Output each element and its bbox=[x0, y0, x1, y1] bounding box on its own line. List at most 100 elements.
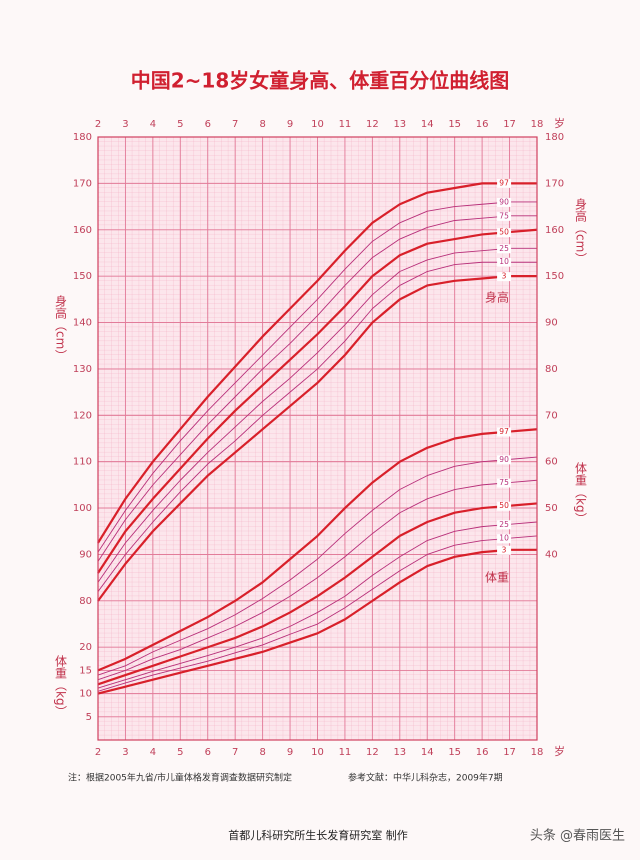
y-tick-label: 100 bbox=[73, 503, 92, 514]
x-unit: 岁 bbox=[554, 744, 565, 758]
y2-tick-label: 70 bbox=[545, 410, 558, 421]
legend-box bbox=[497, 427, 512, 437]
legend-label: 10 bbox=[499, 534, 509, 543]
y-tick-label: 160 bbox=[545, 225, 564, 236]
y-axis-label: 身高（cm） bbox=[54, 294, 68, 362]
legend-box bbox=[497, 501, 512, 511]
x-tick-label: 12 bbox=[366, 747, 379, 758]
percentile-curve bbox=[97, 479, 538, 681]
y2-tick-label: 5 bbox=[86, 712, 92, 723]
percentile-curve bbox=[97, 502, 538, 686]
legend-label: 97 bbox=[499, 178, 509, 187]
legend-label: 97 bbox=[499, 427, 509, 436]
x-tick-label: 8 bbox=[259, 119, 265, 130]
y2-tick-label: 60 bbox=[545, 457, 558, 468]
x-tick-label: 4 bbox=[150, 747, 156, 758]
y-tick-label: 90 bbox=[79, 549, 92, 560]
percentile-curve bbox=[97, 275, 537, 602]
x-tick-label: 6 bbox=[205, 119, 211, 130]
percentile-curve bbox=[97, 182, 537, 544]
legend-label: 25 bbox=[499, 520, 509, 529]
percentile-curve bbox=[97, 215, 537, 562]
percentile-curve bbox=[97, 548, 537, 695]
y-tick-label: 140 bbox=[73, 318, 92, 329]
legend-label: 90 bbox=[499, 197, 509, 206]
legend-label: 90 bbox=[499, 455, 509, 464]
y-tick-label: 170 bbox=[545, 178, 564, 189]
percentile-curve bbox=[97, 521, 538, 689]
legend-label: 3 bbox=[502, 545, 507, 554]
x-tick-label: 13 bbox=[393, 747, 406, 758]
y-tick-label: 110 bbox=[73, 457, 92, 468]
x-tick-label: 8 bbox=[259, 747, 265, 758]
y-tick-label: 150 bbox=[73, 271, 92, 282]
y-tick-label: 180 bbox=[73, 132, 92, 143]
x-tick-label: 18 bbox=[531, 747, 544, 758]
y-tick-label: 130 bbox=[73, 364, 92, 375]
legend-box bbox=[497, 520, 512, 530]
legend-label: 25 bbox=[499, 244, 509, 253]
x-tick-label: 14 bbox=[421, 747, 434, 758]
y-tick-label: 80 bbox=[79, 596, 92, 607]
x-tick-label: 15 bbox=[448, 747, 461, 758]
x-tick-label: 5 bbox=[177, 119, 183, 130]
legend-box bbox=[497, 455, 512, 465]
x-tick-label: 12 bbox=[366, 119, 379, 130]
percentile-curve bbox=[97, 428, 538, 672]
y2-tick-label: 50 bbox=[545, 503, 558, 514]
y2-axis-label: 体重（kg） bbox=[574, 462, 588, 525]
x-tick-label: 3 bbox=[122, 119, 128, 130]
x-tick-label: 9 bbox=[287, 747, 293, 758]
legend-box bbox=[497, 211, 512, 221]
x-tick-label: 11 bbox=[339, 119, 352, 130]
x-tick-label: 13 bbox=[393, 119, 406, 130]
legend-box bbox=[497, 534, 512, 544]
legend-box bbox=[497, 272, 512, 282]
legend-box bbox=[497, 545, 512, 555]
legend-box bbox=[497, 178, 512, 188]
legend-label: 10 bbox=[499, 257, 509, 266]
x-tick-label: 16 bbox=[476, 119, 489, 130]
y2-tick-label: 20 bbox=[79, 642, 92, 653]
x-tick-label: 3 bbox=[122, 747, 128, 758]
y-tick-label: 160 bbox=[73, 225, 92, 236]
chart-title: 中国2~18岁女童身高、体重百分位曲线图 bbox=[131, 69, 510, 93]
y-tick-label: 120 bbox=[73, 410, 92, 421]
x-tick-label: 2 bbox=[95, 747, 101, 758]
x-tick-label: 10 bbox=[311, 747, 324, 758]
y2-tick-label: 80 bbox=[545, 364, 558, 375]
curves bbox=[97, 182, 538, 695]
x-tick-label: 5 bbox=[177, 747, 183, 758]
legend-box bbox=[497, 228, 512, 238]
legend-label: 75 bbox=[499, 211, 509, 220]
percentile-curve bbox=[97, 456, 538, 676]
y-axis-label: 身高（cm） bbox=[574, 197, 588, 265]
y2-tick-label: 90 bbox=[545, 318, 558, 329]
percentile-curve bbox=[97, 247, 537, 583]
legend-label: 50 bbox=[499, 501, 509, 510]
x-tick-label: 11 bbox=[339, 747, 352, 758]
x-tick-label: 17 bbox=[503, 747, 516, 758]
x-unit: 岁 bbox=[554, 116, 565, 130]
x-tick-label: 2 bbox=[95, 119, 101, 130]
note: 参考文献：中华儿科杂志，2009年7期 bbox=[348, 772, 503, 784]
x-tick-label: 14 bbox=[421, 119, 434, 130]
watermark: 头条 @春雨医生 bbox=[530, 828, 625, 844]
x-tick-label: 7 bbox=[232, 747, 238, 758]
y-tick-label: 170 bbox=[73, 178, 92, 189]
percentile-curve bbox=[97, 535, 538, 692]
x-tick-label: 15 bbox=[448, 119, 461, 130]
annotation: 体重 bbox=[485, 571, 509, 585]
x-tick-label: 16 bbox=[476, 747, 489, 758]
x-tick-label: 10 bbox=[311, 119, 324, 130]
legend-box bbox=[497, 478, 512, 488]
percentile-curve bbox=[97, 201, 537, 553]
y2-axis-label: 体重（kg） bbox=[54, 655, 68, 718]
percentile-curve bbox=[97, 261, 537, 592]
legend-label: 50 bbox=[499, 228, 509, 237]
y-tick-label: 180 bbox=[545, 132, 564, 143]
x-tick-label: 6 bbox=[205, 747, 211, 758]
x-tick-label: 4 bbox=[150, 119, 156, 130]
x-tick-label: 9 bbox=[287, 119, 293, 130]
